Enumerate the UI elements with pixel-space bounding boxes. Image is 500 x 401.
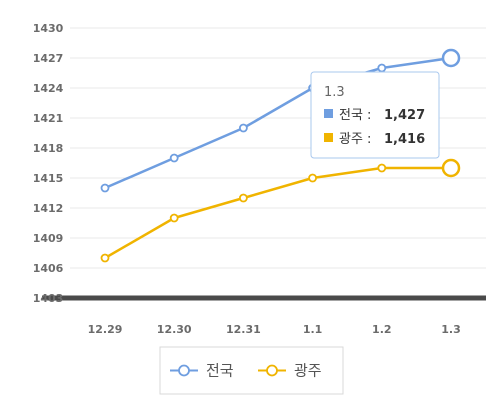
data-point[interactable] [377,163,387,173]
tooltip-series-label: 전국 : [339,108,371,123]
x-tick-label: 12.29 [88,323,123,336]
y-axis: 1430 1427 1424 1421 1418 1415 1412 1409 1406 1403 [33,22,64,305]
y-tick-label: 1403 [33,292,64,305]
y-tick-label: 1418 [33,142,64,155]
legend-item[interactable]: 광주 [258,362,322,380]
series-line [103,166,453,260]
tooltip-swatch [324,133,333,142]
data-point-highlight[interactable] [441,158,461,178]
x-tick-label: 12.31 [226,323,261,336]
tooltip-title: 1.3 [324,85,345,100]
legend: 전국 광주 [159,346,344,395]
y-tick-label: 1421 [33,112,64,125]
y-tick-label: 1409 [33,232,64,245]
data-point[interactable] [238,193,248,203]
tooltip-series-label: 광주 : [339,132,371,147]
x-tick-label: 12.30 [157,323,192,336]
legend-marker-icon [178,364,190,377]
x-tick-label: 1.2 [372,323,392,336]
data-point[interactable] [169,153,179,163]
tooltip-series-value: 1,416 [384,132,425,147]
grid [42,27,486,301]
series-line [103,56,453,190]
x-tick-label: 1.3 [441,323,461,336]
x-axis: 12.29 12.30 12.31 1.1 1.2 1.3 [88,323,461,336]
data-point[interactable] [169,213,179,223]
tooltip-series-value: 1,427 [384,108,425,123]
legend-label: 전국 [206,362,234,380]
y-tick-label: 1406 [33,262,64,275]
y-tick-label: 1412 [33,202,64,215]
y-tick-label: 1424 [33,82,64,95]
tooltip: 1.3 전국 : 1,427 광주 : 1,416 [310,71,440,159]
tooltip-swatch [324,109,333,118]
legend-label: 광주 [294,362,322,380]
x-tick-label: 1.1 [303,323,323,336]
data-point[interactable] [100,183,110,193]
data-point[interactable] [100,253,110,263]
y-tick-label: 1427 [33,52,64,65]
legend-marker-icon [266,364,278,377]
y-tick-label: 1415 [33,172,64,185]
data-point[interactable] [238,123,248,133]
tooltip-box [310,71,440,159]
data-point[interactable] [377,63,387,73]
y-tick-label: 1430 [33,22,64,35]
legend-item[interactable]: 전국 [170,362,234,380]
data-point[interactable] [308,173,318,183]
data-point-highlight[interactable] [441,48,461,68]
